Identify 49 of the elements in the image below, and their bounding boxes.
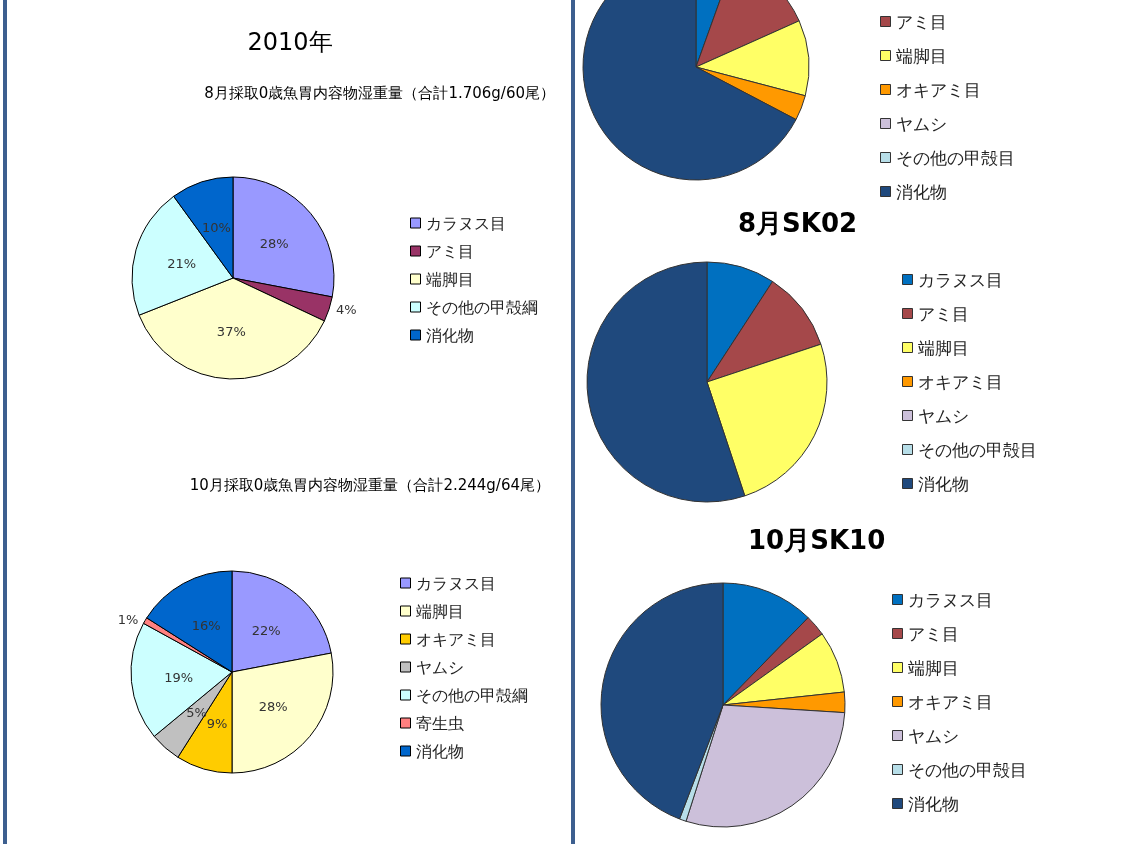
legend-label: オキアミ目 [907,691,993,712]
legend-label: 消化物 [917,473,969,494]
legend-label: カラヌス目 [415,573,496,593]
data-label: 19% [164,669,194,685]
legend-label: 端脚目 [917,337,969,358]
data-label: 5% [186,704,207,720]
legend-label: 寄生虫 [415,713,464,733]
legend-label: アミ目 [907,623,959,644]
chart-title: 2010年 [247,28,333,56]
legend-label: 消化物 [415,741,464,761]
legend-label: ヤムシ [895,113,947,134]
data-label: 21% [167,255,197,271]
legend-label: アミ目 [895,11,947,32]
legend-label: 消化物 [907,793,959,814]
data-label: 22% [251,623,281,639]
chart-title: 10月SK10 [748,525,886,555]
chart-subtitle: 8月採取0歳魚胃内容物湿重量（合計1.706g/60尾） [204,83,556,102]
legend-label: その他の甲殻目 [917,439,1037,460]
legend-label: オキアミ目 [415,629,496,649]
legend-label: カラヌス目 [907,589,993,610]
legend-label: オキアミ目 [917,371,1003,392]
legend-label: ヤムシ [415,657,464,677]
legend-label: 端脚目 [907,657,959,678]
chart-title: 8月SK02 [738,208,858,238]
data-label: 9% [206,715,228,731]
data-label: 28% [259,236,289,252]
data-label: 37% [216,323,246,339]
legend-label: ヤムシ [907,725,959,746]
legend-label: 端脚目 [415,601,464,621]
legend-label: その他の甲殻目 [907,759,1027,780]
legend-label: その他の甲殻綱 [415,685,528,705]
legend-label: アミ目 [917,303,969,324]
legend-label: 端脚目 [425,269,474,289]
legend-label: オキアミ目 [895,79,981,100]
data-label: 1% [117,612,139,628]
data-label: 10% [202,219,231,235]
legend-label: その他の甲殻目 [895,147,1015,168]
legend-label: 端脚目 [895,45,947,66]
legend-label: 消化物 [425,325,474,345]
legend-label: アミ目 [425,241,474,261]
legend-label: カラヌス目 [425,213,506,233]
chart-title: 10月採取0歳魚胃内容物湿重量（合計2.244g/64尾） [189,475,550,494]
legend-label: ヤムシ [917,405,969,426]
legend-label: 消化物 [895,181,947,202]
legend-label: カラヌス目 [917,269,1003,290]
data-label: 28% [258,698,288,714]
data-label: 16% [191,617,221,633]
legend-label: その他の甲殻綱 [425,297,538,317]
data-label: 4% [335,302,357,318]
